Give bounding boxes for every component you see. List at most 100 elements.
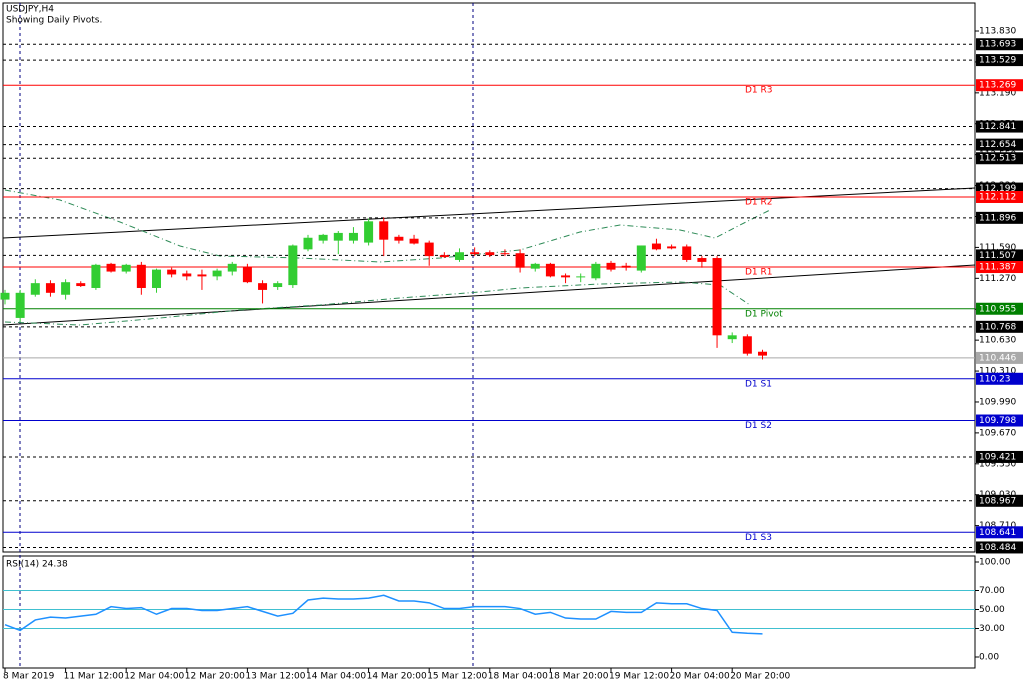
price-label-box [976,249,1023,262]
candle-body [45,283,55,293]
y-tick-label: 0.00 [979,653,999,663]
price-label: 112.654 [979,140,1016,150]
level-name: D1 S1 [745,379,772,389]
candle-body [742,336,752,354]
candle-body [409,238,419,244]
candle-body [152,269,161,288]
x-tick-label: 8 Mar 2019 [3,672,55,682]
candle-body [485,252,495,256]
trend-line [2,264,976,326]
candle-body [318,234,328,241]
candle-body [15,292,25,318]
candle-body [76,283,86,287]
price-label: 112.841 [979,122,1016,132]
candle-body [61,282,71,295]
y-tick-label: 109.990 [979,397,1016,407]
price-label: 113.269 [979,81,1016,91]
candle-body [333,232,343,241]
y-tick-label: 109.350 [979,459,1016,469]
price-label: 108.967 [979,496,1016,506]
price-label-box [976,152,1023,165]
x-tick-label: 20 Mar 04:00 [670,672,730,682]
y-tick-label: 108.710 [979,521,1016,531]
y-tick-label: 110.630 [979,336,1016,346]
candle-body [667,246,677,249]
candle-body [758,351,767,356]
candle-body [242,266,252,283]
candle-body [621,265,631,268]
candle-body [561,275,571,278]
price-label: 108.641 [979,528,1016,538]
candle-body [258,283,268,290]
level-name: D1 S3 [745,533,772,543]
candle-body [364,221,374,243]
price-label: 111.387 [979,263,1016,273]
rsi-line [4,594,763,635]
x-tick-label: 12 Mar 04:00 [124,672,184,682]
candle-body [712,258,722,336]
y-tick-label: 30.00 [979,624,1005,634]
y-tick-label: 50.00 [979,605,1005,615]
price-label: 112.112 [979,192,1016,202]
price-label: 110.955 [979,304,1016,314]
price-label: 110.23 [979,374,1011,384]
x-tick-label: 18 Mar 20:00 [548,672,608,682]
candle-body [424,242,434,257]
y-tick-label: 111.590 [979,243,1016,253]
price-label: 112.513 [979,154,1016,164]
x-tick-label: 14 Mar 20:00 [367,672,427,682]
x-tick-label: 12 Mar 20:00 [185,672,245,682]
price-label-box [976,38,1023,51]
price-label-box [976,541,1023,554]
candle-body [167,269,177,275]
rsi-panel [2,555,976,669]
y-tick-label: 113.830 [979,27,1016,37]
candle-body [197,274,207,277]
price-label: 113.529 [979,56,1016,66]
candle-body [348,232,358,241]
price-label: 113.693 [979,40,1016,50]
x-tick-label: 14 Mar 04:00 [306,672,366,682]
candle-body [439,255,449,258]
y-tick-label: 109.670 [979,428,1016,438]
candle-body [273,283,283,288]
candle-body [545,263,555,277]
price-label-box [976,138,1023,151]
candle-body [227,263,237,272]
candle-body [636,245,646,271]
price-label-box [976,302,1023,315]
candle-body [212,270,222,277]
price-label-box [976,320,1023,333]
x-tick-label: 13 Mar 12:00 [245,672,305,682]
candle-body [136,264,146,288]
level-name: D1 R2 [745,197,773,207]
price-label-box [976,351,1023,364]
candle-body [288,245,298,286]
candle-body [106,263,116,272]
trend-line [2,187,976,239]
price-label: 109.421 [979,452,1016,462]
price-label: 112.199 [979,184,1016,194]
price-label-box [976,414,1023,427]
y-tick-label: 113.190 [979,88,1016,98]
candle-body [182,273,192,277]
candle-body [727,335,737,340]
price-label: 109.798 [979,416,1016,426]
price-label-box [976,526,1023,539]
candle-body [455,252,464,260]
y-tick-label: 100.00 [979,558,1011,568]
y-tick-label: 111.270 [979,274,1016,284]
price-label-box [976,372,1023,385]
note: Showing Daily Pivots. [6,16,102,26]
candle-body [91,264,101,288]
main-panel [2,2,976,553]
price-label: 108.484 [979,543,1016,553]
candle-body [30,283,40,295]
price-label: 110.768 [979,322,1016,332]
level-name: D1 R3 [745,86,773,96]
symbol: USDJPY,H4 [6,5,54,15]
y-tick-label: 110.310 [979,367,1016,377]
candle-body [500,253,510,255]
price-label-box [976,190,1023,203]
